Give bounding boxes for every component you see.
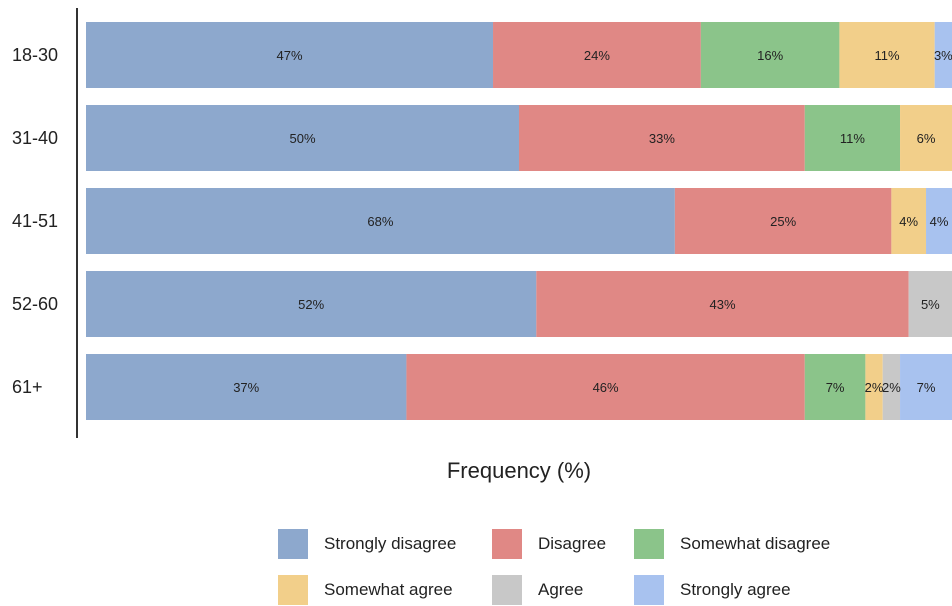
data-label: 11% — [840, 131, 865, 146]
bar-segment — [926, 188, 952, 254]
bar-segment — [519, 105, 805, 171]
legend-label: Strongly agree — [680, 580, 791, 599]
x-axis-title: Frequency (%) — [446, 458, 592, 483]
legend-item: Disagree — [492, 528, 606, 560]
bar-segment — [804, 354, 866, 420]
data-label: 68% — [367, 214, 393, 229]
data-label: 25% — [770, 214, 796, 229]
bar-segment — [536, 271, 909, 337]
bar-segment — [86, 271, 537, 337]
category-labels-group: 18-30 31-40 41-51 52-60 61+ — [12, 45, 58, 397]
category-label: 41-51 — [12, 211, 58, 231]
category-label: 31-40 — [12, 128, 58, 148]
data-label: 7% — [826, 380, 845, 395]
data-label: 7% — [917, 380, 936, 395]
data-label: 16% — [757, 48, 783, 63]
category-label: 18-30 — [12, 45, 58, 65]
bars-group — [86, 22, 952, 420]
data-label: 46% — [593, 380, 619, 395]
bar-segment — [86, 354, 407, 420]
bar-segment — [908, 271, 952, 337]
legend-swatch — [492, 529, 522, 559]
legend-swatch — [278, 575, 308, 605]
data-label: 43% — [709, 297, 735, 312]
data-label: 37% — [233, 380, 259, 395]
data-label: 33% — [649, 131, 675, 146]
stacked-bar-chart: 47% 24% 16% 11% 3% 50% 33% 11% 6% 68% 25% 4% 4% 52% 43… — [12, 8, 952, 438]
legend-label: Disagree — [538, 534, 607, 553]
legend-item: Strongly agree — [634, 574, 791, 606]
legend-item: Agree — [492, 574, 583, 606]
bar-segment — [406, 354, 805, 420]
data-label: 2% — [865, 380, 884, 395]
bar-segment — [86, 22, 494, 88]
bar-segment — [934, 22, 952, 88]
data-label: 4% — [930, 214, 949, 229]
data-label: 50% — [289, 131, 315, 146]
legend-label: Strongly disagree — [324, 534, 457, 553]
bar-segment — [493, 22, 701, 88]
bar-segment — [882, 354, 901, 420]
bar-segment — [839, 22, 935, 88]
legend-item: Somewhat disagree — [634, 528, 830, 560]
data-label: 47% — [276, 48, 302, 63]
legend-swatch — [492, 575, 522, 605]
bar-segment — [891, 188, 927, 254]
data-label: 24% — [584, 48, 610, 63]
bar-segment — [700, 22, 840, 88]
data-label: 4% — [899, 214, 918, 229]
bar-segment — [674, 188, 892, 254]
data-label: 5% — [921, 297, 940, 312]
legend-label: Somewhat agree — [324, 580, 453, 599]
category-label: 52-60 — [12, 294, 58, 314]
data-label: 2% — [882, 380, 901, 395]
value-labels-group: 47% 24% 16% 11% 3% 50% 33% 11% 6% 68% 25% 4% 4% 52% 43… — [233, 48, 952, 395]
legend-swatch — [278, 529, 308, 559]
legend-label: Agree — [538, 580, 584, 599]
bar-segment — [900, 105, 952, 171]
bar-segment — [804, 105, 901, 171]
bar-segment — [900, 354, 952, 420]
legend-swatch — [634, 575, 664, 605]
legend-item: Somewhat agree — [278, 574, 453, 606]
data-label: 6% — [917, 131, 936, 146]
data-label: 52% — [298, 297, 324, 312]
legend-item: Strongly disagree — [278, 528, 456, 560]
bar-segment — [86, 188, 675, 254]
data-label: 11% — [875, 48, 900, 63]
legend-label: Somewhat disagree — [680, 534, 831, 553]
data-label: 3% — [934, 48, 952, 63]
bar-segment — [86, 105, 519, 171]
legend-swatch — [634, 529, 664, 559]
category-label: 61+ — [12, 377, 43, 397]
bar-segment — [865, 354, 883, 420]
